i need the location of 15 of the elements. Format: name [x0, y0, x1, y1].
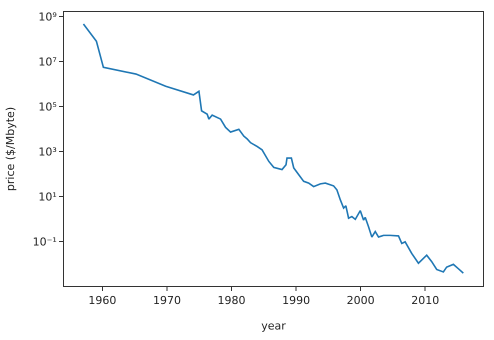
x-axis-title: year: [261, 319, 286, 332]
y-tick-label: 10⁵: [38, 100, 57, 114]
x-tick-label: 1960: [88, 294, 116, 308]
x-tick-label: 1980: [218, 294, 246, 308]
y-tick-label: 10¹: [38, 190, 57, 204]
y-tick-label: 10⁹: [38, 10, 57, 24]
y-axis-title: price ($/Mbyte): [4, 106, 18, 192]
line-series: [82, 23, 464, 274]
x-tick-label: 2010: [411, 294, 440, 308]
x-tick-label: 1990: [282, 294, 310, 308]
y-tick-label: 10⁷: [38, 55, 57, 68]
y-tick-label: 10⁻¹: [32, 236, 57, 248]
x-tick-label: 2000: [346, 294, 375, 308]
y-tick-label: 10³: [38, 145, 57, 158]
x-tick-label: 1970: [152, 294, 181, 308]
